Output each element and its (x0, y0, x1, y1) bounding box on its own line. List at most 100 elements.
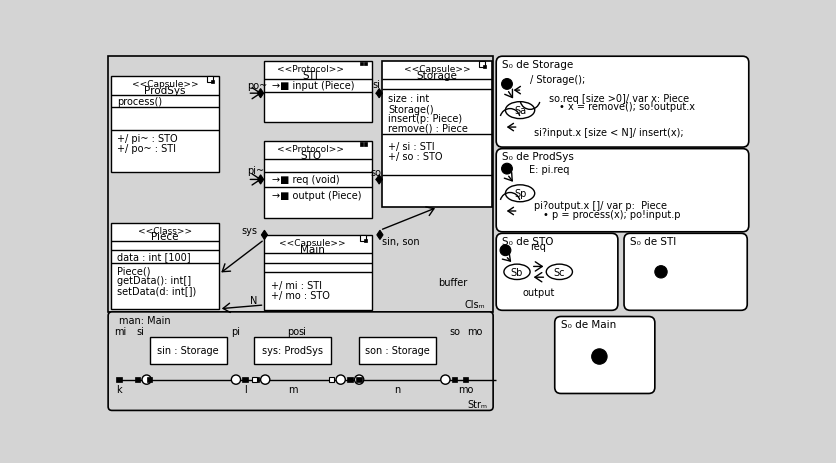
Text: +/ si : STI: +/ si : STI (389, 141, 435, 151)
Text: req: req (531, 241, 547, 251)
Text: son : Storage: son : Storage (365, 345, 430, 356)
Polygon shape (257, 175, 263, 185)
Text: +/ po~ : STI: +/ po~ : STI (117, 144, 176, 154)
Bar (360, 235, 366, 242)
Text: Piece(): Piece() (117, 266, 150, 275)
Bar (360, 143, 363, 146)
Text: remove() : Piece: remove() : Piece (389, 123, 468, 133)
Bar (135, 377, 140, 382)
Text: so.req [size >0]/ var x: Piece: so.req [size >0]/ var x: Piece (549, 94, 690, 104)
Text: mo: mo (458, 384, 473, 394)
Polygon shape (257, 89, 263, 99)
Text: <<Capsule>>: <<Capsule>> (404, 65, 470, 74)
Text: sin : Storage: sin : Storage (157, 345, 219, 356)
Text: k: k (116, 384, 122, 394)
FancyBboxPatch shape (264, 235, 372, 310)
Text: • x = remove(); so!output.x: • x = remove(); so!output.x (558, 102, 695, 112)
Bar (242, 377, 248, 382)
Text: +/ mo : STO: +/ mo : STO (271, 290, 329, 300)
Circle shape (336, 375, 345, 384)
Text: so: so (370, 167, 381, 177)
Text: Sa: Sa (514, 106, 526, 116)
Ellipse shape (504, 264, 530, 280)
Text: pi: pi (232, 326, 241, 337)
FancyBboxPatch shape (555, 317, 655, 394)
FancyBboxPatch shape (150, 337, 227, 364)
Text: →■ req (void): →■ req (void) (273, 175, 339, 185)
Text: • p = process(x); po!input.p: • p = process(x); po!input.p (543, 210, 681, 219)
Text: Sc: Sc (553, 267, 565, 277)
Text: E: pi.req: E: pi.req (528, 164, 569, 174)
Text: <<Protocol>>: <<Protocol>> (278, 65, 344, 74)
Ellipse shape (546, 264, 573, 280)
Text: data : int [100]: data : int [100] (117, 252, 191, 262)
Circle shape (502, 164, 512, 175)
Polygon shape (377, 231, 383, 240)
Text: process(): process() (117, 97, 162, 106)
Circle shape (655, 266, 667, 278)
Circle shape (142, 375, 151, 384)
Polygon shape (262, 231, 268, 240)
Text: <<Class>>: <<Class>> (138, 226, 192, 235)
Circle shape (261, 375, 270, 384)
Text: +/ so : STO: +/ so : STO (389, 151, 443, 161)
Text: pi?output.x []/ var p:  Piece: pi?output.x []/ var p: Piece (534, 200, 667, 210)
Text: N: N (250, 295, 257, 305)
Bar (253, 377, 258, 382)
Polygon shape (376, 89, 382, 99)
FancyBboxPatch shape (497, 149, 749, 232)
Bar (452, 377, 457, 382)
Bar (147, 377, 152, 382)
Text: +/ mi : STI: +/ mi : STI (271, 280, 322, 290)
FancyBboxPatch shape (111, 223, 219, 309)
Text: getData(): int[]: getData(): int[] (117, 275, 191, 286)
Text: S₀ de Main: S₀ de Main (561, 319, 616, 330)
Bar (364, 143, 367, 146)
Circle shape (354, 375, 364, 384)
Bar (360, 63, 363, 66)
Text: S₀ de Storage: S₀ de Storage (502, 60, 573, 70)
Text: n: n (395, 384, 400, 394)
Text: man: Main: man: Main (119, 315, 171, 325)
Text: mi: mi (115, 326, 126, 337)
Ellipse shape (506, 185, 535, 202)
Text: S₀ de STI: S₀ de STI (630, 237, 676, 246)
Text: setData(d: int[]): setData(d: int[]) (117, 286, 196, 296)
FancyBboxPatch shape (497, 57, 749, 148)
Bar (479, 62, 486, 68)
Text: STI: STI (303, 70, 319, 81)
Text: pi~: pi~ (247, 166, 265, 176)
Text: sin, son: sin, son (382, 237, 420, 246)
Bar (252, 377, 257, 382)
Text: <<Protocol>>: <<Protocol>> (278, 145, 344, 154)
FancyBboxPatch shape (624, 234, 747, 311)
Text: Storage(): Storage() (389, 104, 434, 114)
Bar (347, 377, 353, 382)
Circle shape (500, 245, 511, 256)
Text: STO: STO (300, 150, 321, 161)
Text: insert(p: Piece): insert(p: Piece) (389, 113, 462, 124)
Text: si: si (298, 326, 306, 337)
Text: Sp: Sp (514, 189, 527, 199)
Text: +/ pi~ : STO: +/ pi~ : STO (117, 133, 178, 144)
FancyBboxPatch shape (254, 337, 331, 364)
Circle shape (592, 349, 607, 364)
FancyBboxPatch shape (359, 337, 436, 364)
Text: mo: mo (467, 326, 482, 337)
FancyBboxPatch shape (382, 62, 492, 208)
Text: ProdSys: ProdSys (145, 86, 186, 96)
Text: sys: sys (242, 226, 257, 236)
Circle shape (502, 79, 512, 90)
Text: Clsₘ: Clsₘ (465, 300, 486, 309)
FancyBboxPatch shape (497, 234, 618, 311)
Text: <<Capsule>>: <<Capsule>> (279, 238, 345, 248)
FancyBboxPatch shape (264, 142, 372, 219)
Ellipse shape (506, 102, 535, 119)
Bar (483, 66, 487, 69)
Text: S₀ de STO: S₀ de STO (502, 237, 554, 246)
Text: size : int: size : int (389, 94, 430, 104)
Circle shape (441, 375, 450, 384)
Text: po~: po~ (247, 81, 268, 91)
Text: si: si (372, 80, 380, 90)
Circle shape (232, 375, 241, 384)
